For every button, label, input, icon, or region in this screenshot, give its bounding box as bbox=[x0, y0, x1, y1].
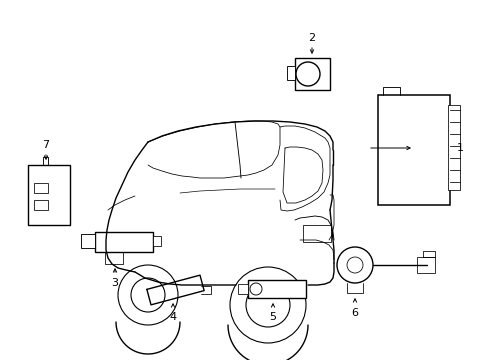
Text: 5: 5 bbox=[270, 312, 276, 322]
Bar bbox=[378, 95, 450, 205]
Text: 3: 3 bbox=[112, 278, 119, 288]
Text: 4: 4 bbox=[170, 312, 176, 322]
Bar bbox=[95, 232, 153, 252]
Text: 7: 7 bbox=[43, 140, 49, 150]
Circle shape bbox=[347, 257, 363, 273]
Circle shape bbox=[246, 283, 290, 327]
Circle shape bbox=[250, 283, 262, 295]
Circle shape bbox=[337, 247, 373, 283]
Text: 2: 2 bbox=[308, 33, 316, 43]
Text: 1: 1 bbox=[457, 143, 464, 153]
Bar bbox=[448, 105, 460, 190]
Text: 6: 6 bbox=[351, 308, 359, 318]
Circle shape bbox=[131, 278, 165, 312]
Bar bbox=[81, 234, 95, 248]
Bar bbox=[295, 58, 330, 90]
Circle shape bbox=[118, 265, 178, 325]
Circle shape bbox=[230, 267, 306, 343]
Bar bbox=[153, 236, 161, 246]
Circle shape bbox=[296, 62, 320, 86]
Bar bbox=[287, 66, 295, 80]
Bar bbox=[238, 284, 248, 294]
Bar bbox=[34, 200, 48, 210]
Bar bbox=[28, 165, 70, 225]
Bar bbox=[303, 225, 331, 242]
Bar bbox=[248, 280, 306, 298]
Bar bbox=[34, 183, 48, 193]
Bar bbox=[417, 257, 435, 273]
